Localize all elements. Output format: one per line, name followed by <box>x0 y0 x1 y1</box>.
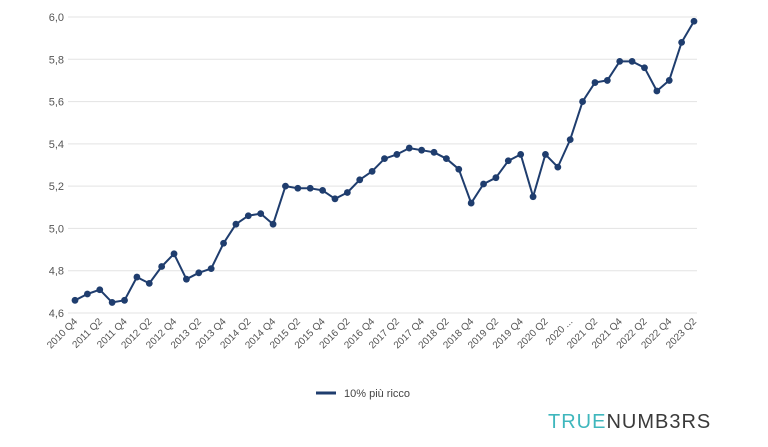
data-point <box>282 182 289 190</box>
data-point <box>616 58 624 65</box>
data-point <box>480 180 487 188</box>
data-point <box>381 155 388 163</box>
data-point <box>566 136 574 144</box>
data-point <box>467 199 475 207</box>
y-tick-label: 5,0 <box>49 223 64 235</box>
brand-logo-part2: NUMB3RS <box>606 411 712 433</box>
data-point <box>306 184 314 192</box>
data-point <box>529 193 537 201</box>
data-point <box>232 220 240 228</box>
data-point <box>269 220 277 228</box>
gridlines <box>68 16 697 314</box>
data-point <box>443 155 450 163</box>
data-point <box>603 77 611 84</box>
data-point <box>554 163 562 171</box>
y-tick-label: 4,6 <box>49 308 64 320</box>
data-point <box>628 58 636 65</box>
data-point <box>207 265 215 272</box>
series-points <box>71 17 698 306</box>
data-point <box>170 250 178 258</box>
data-point <box>257 210 265 218</box>
data-point <box>665 77 673 84</box>
data-point <box>492 174 500 182</box>
brand-logo: TRUENUMB3RS <box>548 411 711 434</box>
data-point <box>183 275 190 283</box>
data-point <box>579 98 586 105</box>
y-tick-label: 4,8 <box>49 266 64 278</box>
data-point <box>244 212 252 220</box>
data-point <box>96 286 104 294</box>
data-point <box>591 79 599 86</box>
data-point <box>158 263 166 270</box>
data-point <box>393 151 401 158</box>
data-point <box>108 299 116 306</box>
data-point <box>331 195 339 203</box>
legend-label: 10% più ricco <box>344 388 410 400</box>
data-point <box>83 290 91 298</box>
data-point <box>220 239 227 247</box>
brand-logo-part1: TRUE <box>548 411 607 433</box>
legend: 10% più ricco <box>316 388 410 400</box>
data-point <box>368 167 376 175</box>
data-point <box>678 38 686 46</box>
y-tick-label: 6,0 <box>49 12 64 24</box>
data-point <box>133 273 141 281</box>
data-point <box>517 151 525 158</box>
y-axis-tick-labels: 4,6 4,8 5,0 5,2 5,4 5,6 5,8 6,0 <box>49 12 64 320</box>
data-point <box>418 146 426 154</box>
y-tick-label: 5,8 <box>49 54 64 66</box>
data-point <box>455 165 463 173</box>
data-point <box>343 189 351 196</box>
data-point <box>653 87 661 95</box>
data-point <box>641 64 648 72</box>
data-point <box>71 296 79 304</box>
data-point <box>195 269 203 277</box>
y-tick-label: 5,4 <box>49 139 64 151</box>
data-point <box>319 186 326 194</box>
data-point <box>405 144 413 152</box>
data-point <box>145 280 153 287</box>
data-point <box>690 17 698 25</box>
data-point <box>430 148 438 156</box>
data-point <box>542 151 549 158</box>
data-point <box>294 184 302 192</box>
y-tick-label: 5,6 <box>49 97 64 109</box>
data-point <box>504 157 512 165</box>
data-point <box>356 176 364 184</box>
y-tick-label: 5,2 <box>49 181 64 193</box>
data-point <box>121 296 128 304</box>
